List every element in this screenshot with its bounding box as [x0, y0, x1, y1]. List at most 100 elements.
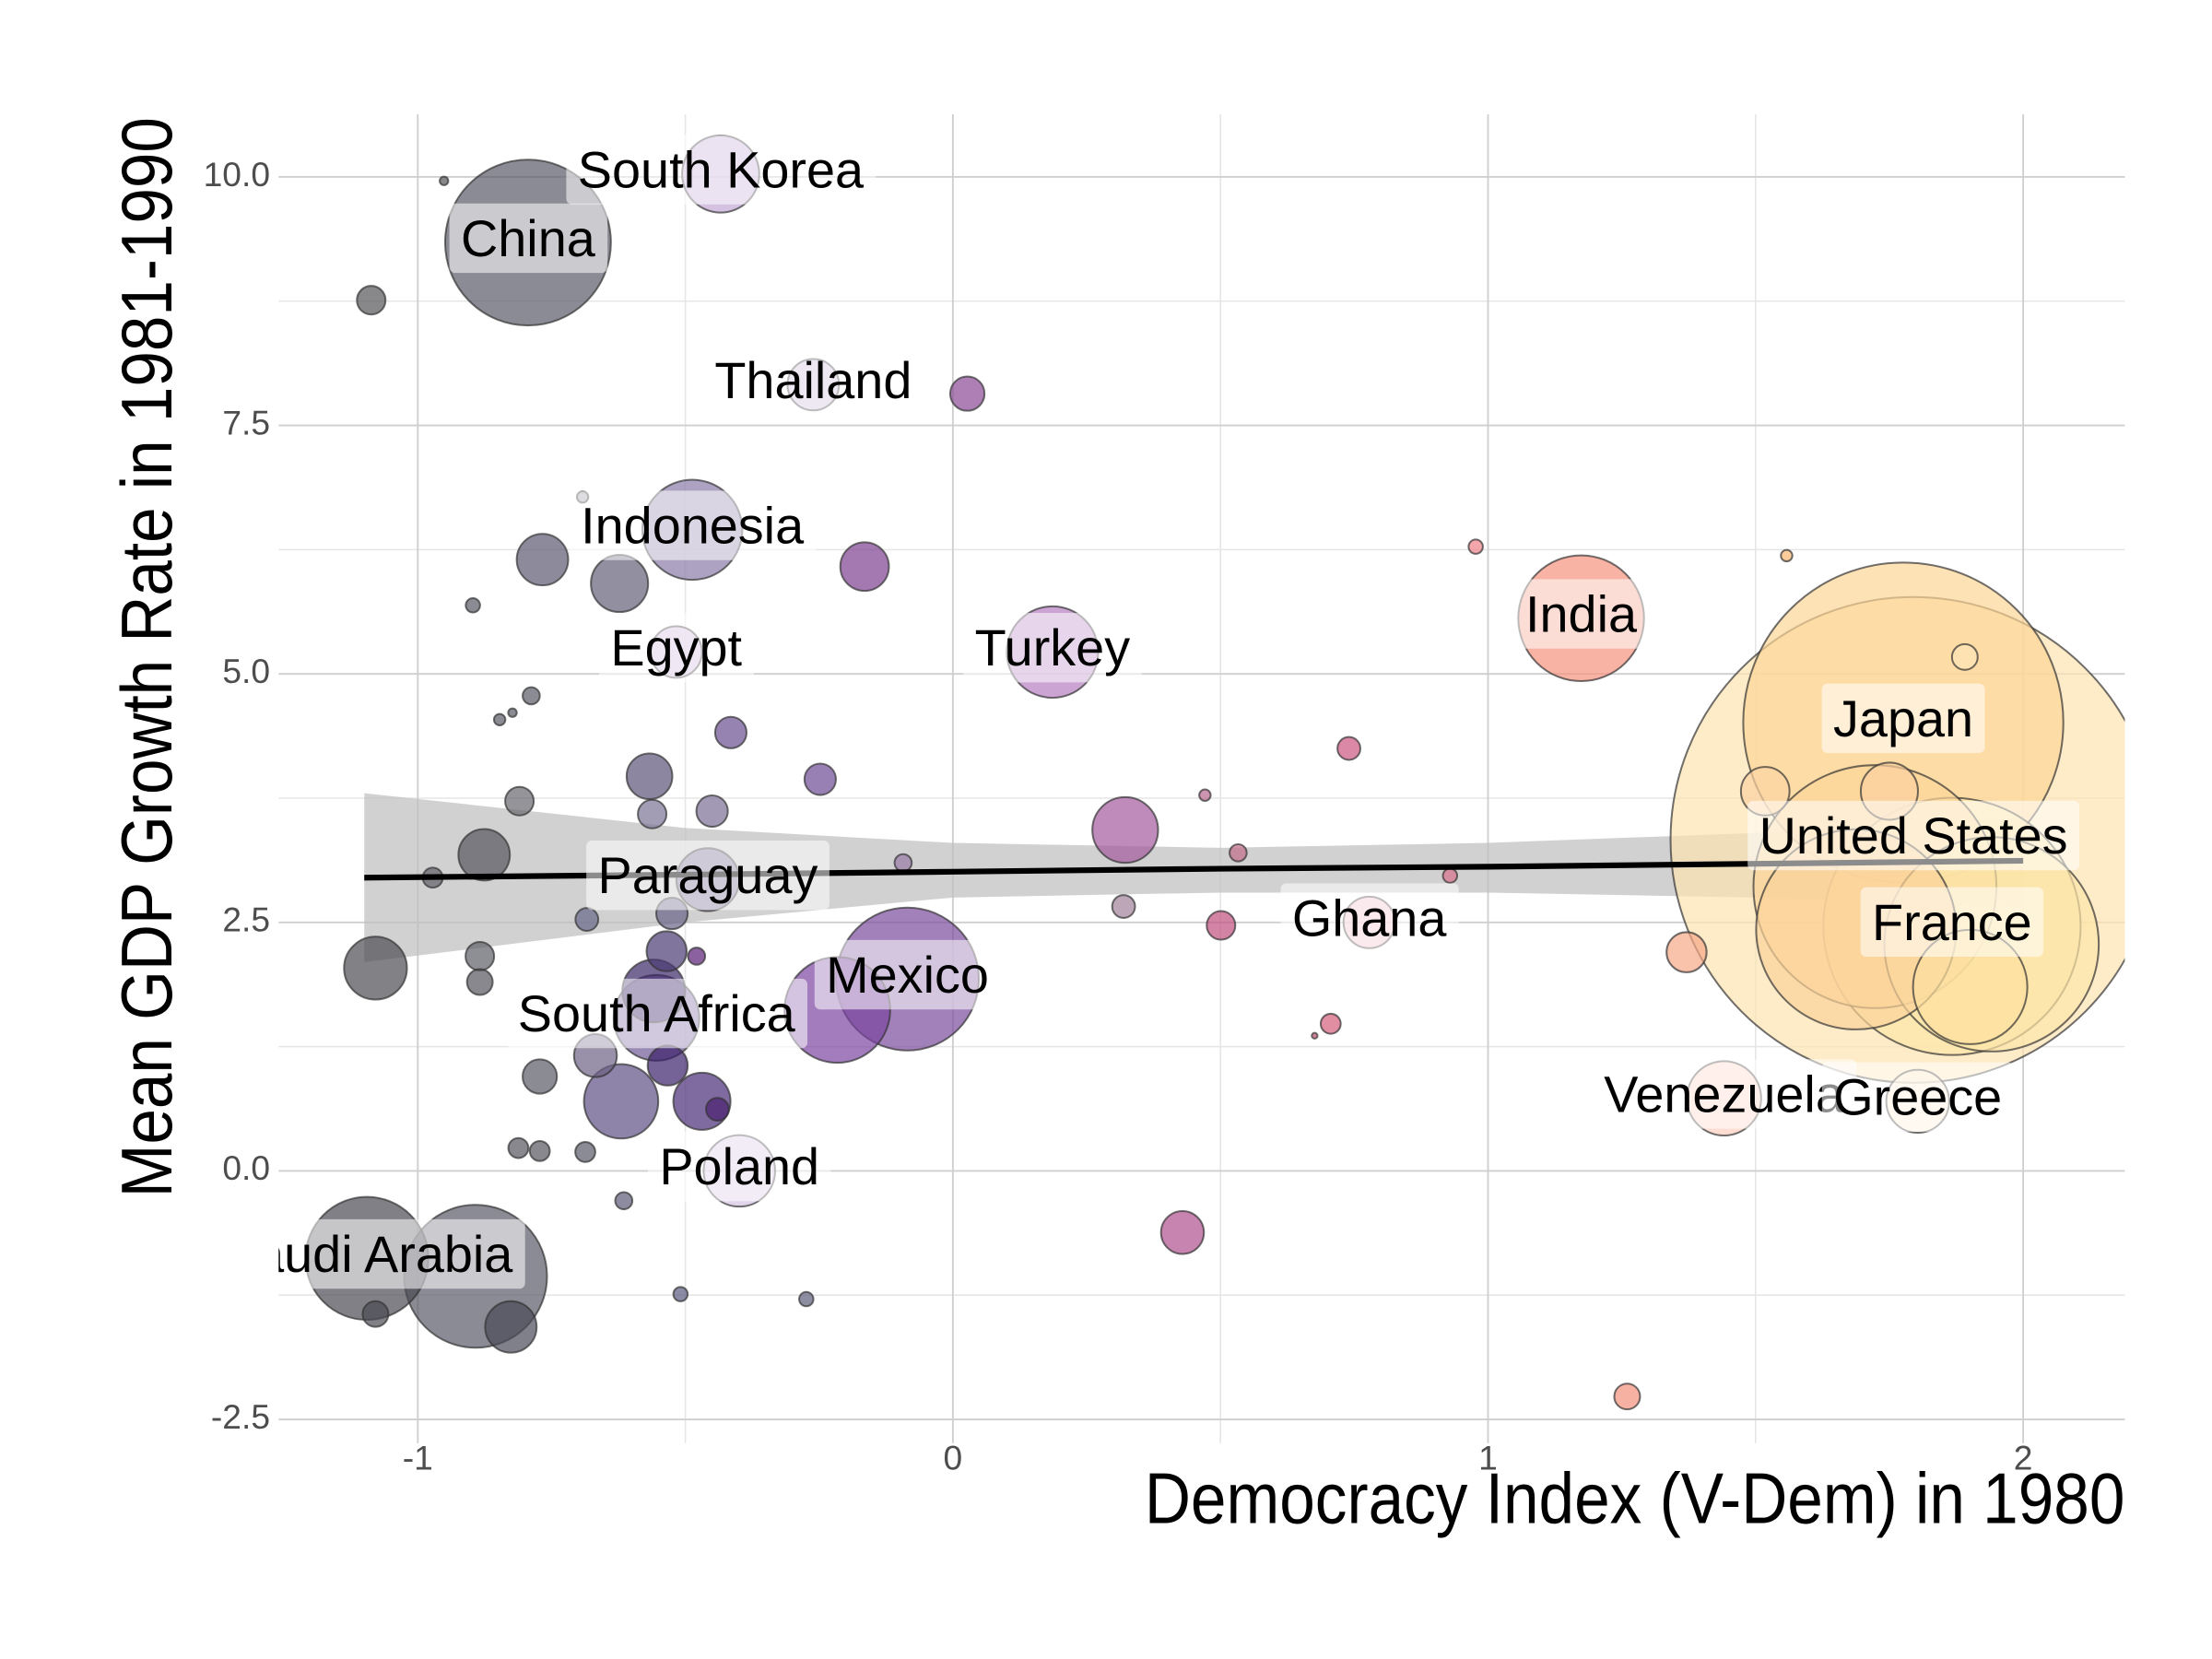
point-label: Venezuela	[1604, 1065, 1845, 1123]
bubble	[1111, 894, 1136, 919]
label-background	[963, 613, 1142, 683]
label-background	[566, 135, 877, 205]
point-label: Indonesia	[581, 497, 805, 555]
x-tick-label: 1	[1478, 1438, 1498, 1477]
bubble	[361, 1300, 390, 1328]
y-tick-label: 0.0	[222, 1148, 270, 1187]
y-tick-label: -2.5	[211, 1397, 270, 1436]
label-background	[1747, 800, 2079, 871]
label-background	[506, 978, 808, 1049]
bubble	[803, 762, 837, 796]
plot-area: United States Japan France China Mexico India…	[221, 134, 2125, 1411]
bubble	[614, 1191, 634, 1211]
bubble	[798, 1290, 815, 1308]
bubble	[1613, 1382, 1641, 1411]
label-background	[1513, 579, 1650, 649]
bubble	[522, 686, 541, 706]
bubble	[1319, 1012, 1342, 1035]
bubble	[522, 1058, 559, 1095]
y-tick-label: 7.5	[222, 403, 270, 441]
point-label: Mexico	[826, 946, 989, 1004]
bubble	[948, 375, 986, 412]
bubble	[645, 930, 688, 972]
label-background	[1280, 883, 1459, 953]
grid	[278, 114, 2125, 1443]
bubble	[1091, 795, 1159, 865]
point-label: Saudi Arabia	[221, 1225, 513, 1283]
point-label: Japan	[1833, 689, 1973, 747]
point-label: Paraguay	[598, 846, 818, 904]
label-background	[1860, 887, 2044, 958]
bubble	[492, 712, 507, 727]
point-label: Greece	[1833, 1068, 2002, 1126]
bubble	[574, 907, 600, 932]
point-label: South Africa	[518, 984, 796, 1042]
point-label: France	[1872, 893, 2032, 951]
bubble	[507, 1136, 530, 1159]
bubble	[465, 940, 496, 971]
bubble	[343, 935, 408, 1001]
label-background	[702, 345, 924, 416]
label-background	[647, 1131, 831, 1202]
y-tick-label: 2.5	[222, 900, 270, 939]
bubble	[1950, 642, 1979, 671]
point-label: Turkey	[975, 618, 1131, 677]
point-label: Egypt	[610, 618, 742, 677]
bubble	[465, 597, 481, 614]
bubble	[1159, 1210, 1206, 1255]
bubble	[1229, 842, 1248, 863]
bubble	[1206, 910, 1237, 941]
bubble	[457, 828, 512, 882]
point-label: India	[1525, 585, 1638, 643]
bubble	[1311, 1031, 1319, 1040]
bubble	[1441, 867, 1459, 884]
bubble	[484, 1300, 538, 1354]
bubble	[507, 707, 518, 718]
bubble	[705, 1097, 730, 1122]
bubble	[1665, 931, 1708, 973]
x-tick-label: 2	[2014, 1438, 2033, 1477]
bubble	[528, 1139, 551, 1162]
x-axis-title: Democracy Index (V-Dem) in 1980	[1145, 1460, 2125, 1539]
y-axis-title: Mean GDP Growth Rate in 1981-1990	[108, 117, 187, 1197]
point-label: Poland	[659, 1137, 819, 1195]
bubble	[590, 554, 650, 614]
y-tick-label: 5.0	[222, 652, 270, 690]
x-tick-label: 0	[944, 1438, 963, 1477]
bubble	[893, 853, 913, 873]
label-background	[449, 203, 608, 274]
bubble	[1198, 788, 1212, 802]
bubble	[582, 1063, 660, 1140]
bubble	[625, 752, 674, 801]
label-background	[278, 1218, 525, 1289]
bubble	[695, 794, 729, 829]
bubble	[439, 175, 450, 186]
bubble	[356, 285, 387, 316]
label-background	[586, 840, 830, 911]
bubble	[1467, 538, 1484, 555]
bubble	[465, 968, 494, 996]
x-tick-label: -1	[403, 1438, 433, 1477]
point-label: Ghana	[1292, 889, 1447, 947]
y-tick-label: 10.0	[204, 155, 270, 194]
bubble	[1780, 548, 1794, 563]
bubble	[574, 1141, 596, 1163]
bubble	[687, 947, 707, 966]
confidence-band	[364, 793, 2024, 962]
label-background	[1592, 1059, 1857, 1129]
bubble	[504, 785, 535, 817]
point-label: United States	[1759, 806, 2068, 865]
label-background	[598, 613, 754, 683]
axes: -1 0 1 2 -2.5 0.0 2.5 5.0 7.5 10.0	[204, 155, 2033, 1477]
point-label: Thailand	[714, 351, 912, 409]
bubble	[646, 1044, 689, 1087]
bubble	[672, 1286, 689, 1302]
bubble	[515, 533, 570, 587]
point-label: South Korea	[578, 140, 865, 198]
bubble	[637, 798, 668, 830]
label-background	[569, 490, 817, 560]
label-background	[1821, 683, 1985, 753]
point-label: China	[461, 209, 596, 267]
